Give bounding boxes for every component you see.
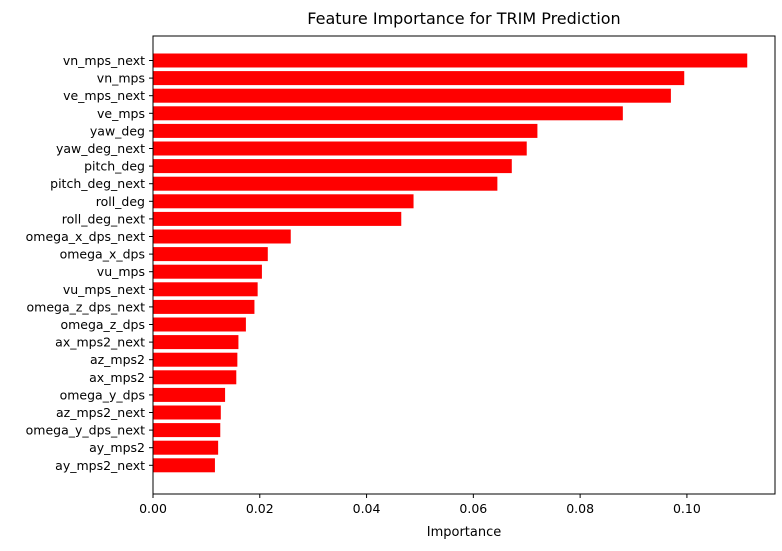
bar-yaw-deg-next [153, 141, 527, 156]
plot-area-frame [152, 35, 776, 495]
x-tick-label: 0.02 [246, 501, 274, 516]
x-tick-label: 0.06 [459, 501, 487, 516]
y-tick-label: omega_y_dps [60, 387, 145, 402]
y-tick-label: ax_mps2_next [55, 335, 145, 350]
y-tick-label: az_mps2 [90, 352, 145, 367]
y-tick-label: omega_z_dps [60, 317, 145, 332]
bar-ve-mps [153, 106, 623, 121]
x-tick-label: 0.08 [566, 501, 594, 516]
bar-vu-mps [153, 264, 262, 279]
y-tick-label: omega_y_dps_next [26, 423, 145, 438]
y-tick-label: yaw_deg [90, 123, 145, 138]
y-tick-label: omega_x_dps [60, 247, 145, 262]
y-tick-label: omega_x_dps_next [26, 229, 145, 244]
bar-roll-deg [153, 194, 414, 209]
bar-yaw-deg [153, 123, 538, 138]
y-tick-label: ve_mps [97, 106, 145, 121]
y-tick-label: ve_mps_next [63, 88, 145, 103]
bar-omega-y-dps-next [153, 423, 221, 438]
bar-az-mps2-next [153, 405, 221, 420]
x-tick-label: 0.10 [673, 501, 701, 516]
chart-title: Feature Importance for TRIM Prediction [307, 9, 620, 28]
y-tick-label: ay_mps2_next [55, 458, 145, 473]
y-axis-ticks: vn_mps_next vn_mps ve_mps_next ve_mps yaw_de… [26, 53, 153, 473]
bar-ay-mps2 [153, 440, 219, 455]
x-tick-label: 0.00 [139, 501, 167, 516]
y-tick-label: vu_mps_next [63, 282, 145, 297]
bar-omega-z-dps-next [153, 299, 255, 314]
bar-pitch-deg-next [153, 176, 498, 191]
bar-omega-y-dps [153, 387, 226, 402]
y-tick-label: vn_mps_next [63, 53, 145, 68]
y-tick-label: omega_z_dps_next [27, 299, 146, 314]
bar-vn-mps [153, 71, 685, 86]
bar-omega-z-dps [153, 317, 246, 332]
y-tick-label: pitch_deg [84, 159, 145, 174]
bar-ax-mps2-next [153, 335, 239, 350]
y-tick-label: roll_deg [96, 194, 145, 209]
bar-omega-x-dps [153, 247, 268, 262]
y-tick-label: yaw_deg_next [56, 141, 145, 156]
bar-vu-mps-next [153, 282, 258, 297]
bar-omega-x-dps-next [153, 229, 291, 244]
bar-ax-mps2 [153, 370, 237, 385]
x-axis-label: Importance [427, 525, 502, 540]
bar-vn-mps-next [153, 53, 748, 68]
y-tick-label: vn_mps [97, 71, 145, 86]
y-tick-label: az_mps2_next [56, 405, 145, 420]
x-tick-label: 0.04 [353, 501, 381, 516]
bar-ay-mps2-next [153, 458, 215, 473]
y-tick-label: pitch_deg_next [50, 176, 145, 191]
y-tick-label: vu_mps [97, 264, 145, 279]
bar-ve-mps-next [153, 88, 671, 103]
bars-layer [153, 53, 748, 473]
y-tick-label: ay_mps2 [89, 440, 145, 455]
x-axis-ticks: 0.00 0.02 0.04 0.06 0.08 0.10 [139, 494, 701, 516]
y-tick-label: roll_deg_next [62, 211, 145, 226]
bar-roll-deg-next [153, 211, 402, 226]
bar-pitch-deg [153, 159, 512, 174]
bar-az-mps2 [153, 352, 238, 367]
y-tick-label: ax_mps2 [89, 370, 145, 385]
